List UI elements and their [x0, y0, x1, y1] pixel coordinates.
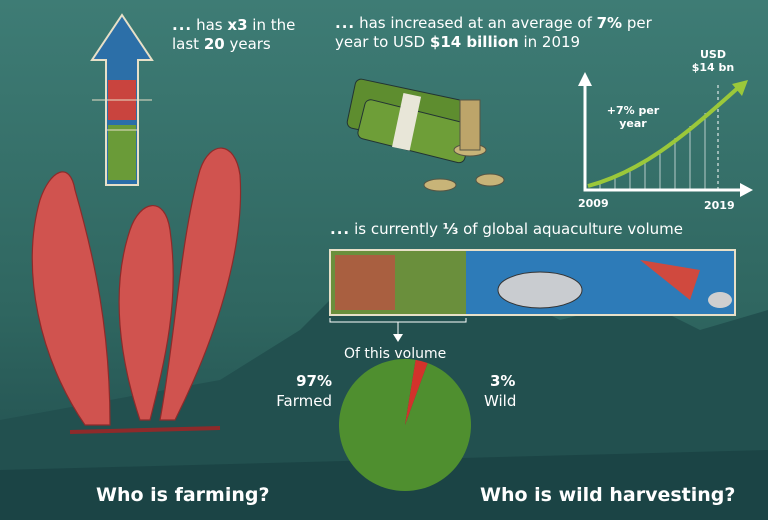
farmed-value: 97% [282, 372, 332, 391]
share-caption: Of this volume [344, 345, 446, 364]
dots: ... [172, 16, 192, 34]
farmed-label: Farmed [262, 392, 332, 411]
trend-end-year: 2019 [704, 199, 735, 212]
trend-end-label: USD $14 bn [688, 48, 738, 74]
pie-chart [339, 359, 471, 491]
text: 7% [597, 14, 622, 32]
text: 20 [204, 35, 225, 53]
wild-label: Wild [484, 392, 516, 411]
share-text: ...is currently ⅓ of global aquaculture … [330, 220, 750, 239]
arrow [92, 15, 152, 185]
text: ⅓ [443, 220, 459, 238]
text: x3 [227, 16, 247, 34]
dots: ... [330, 220, 350, 238]
trend-start-year: 2009 [578, 197, 609, 210]
text: $14 billion [430, 33, 519, 51]
dots: ... [335, 14, 355, 32]
text: years [225, 35, 271, 53]
footer-left[interactable]: Who is farming? [96, 484, 270, 506]
text: has [196, 16, 227, 34]
footer-right[interactable]: Who is wild harvesting? [480, 484, 735, 506]
pie-slice [339, 359, 471, 491]
trend-rate-label: +7% per year [598, 104, 668, 130]
growth-chart [578, 72, 753, 197]
text: has increased at an average of [359, 14, 597, 32]
artwork [0, 0, 768, 520]
money [346, 78, 504, 191]
page: {"growth": {"dots": "...", "parts": ["ha… [0, 0, 768, 520]
infographic: ...has x3 in the last 20 years ...has in… [0, 0, 768, 520]
text: is currently [354, 220, 443, 238]
value-text: ...has increased at an average of 7% per… [335, 14, 675, 52]
wild-value: 3% [490, 372, 515, 391]
growth-text: ...has x3 in the last 20 years [172, 16, 312, 54]
text: of global aquaculture volume [458, 220, 683, 238]
text: in 2019 [519, 33, 580, 51]
